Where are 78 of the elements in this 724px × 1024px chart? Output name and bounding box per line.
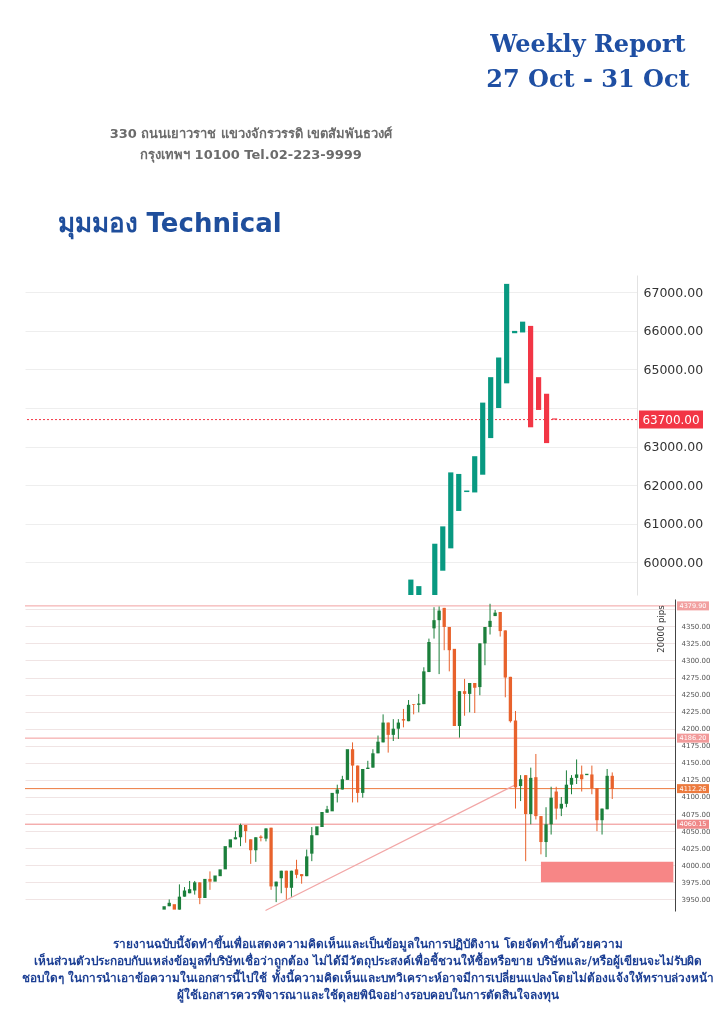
candlestick [483,626,487,666]
chart-title: มุมมอง Technical [57,208,282,240]
text: 330 ถนนเยาวราช แขวงจักรวรรดิ เขตสัมพันธวงศ์ [109,126,394,141]
candlestick [600,808,604,836]
candlestick [554,786,558,821]
candlestick [345,749,350,780]
text: รายงานฉบับนี้จัดทำขึ้นเพื่อแสดงความคิดเห็นและเป็นข้อมูลในการปฏิบัติงาน โดยจัดทำขึ้นด้วยความ [113,935,623,952]
candlestick [371,748,375,769]
candlestick [208,870,212,891]
candlestick [574,758,579,785]
candlestick [447,626,451,672]
y-tick-label: 67000.00 [643,284,704,300]
candlestick [249,838,253,865]
candlestick [254,836,258,863]
candlestick [504,283,510,384]
candlestick [417,693,421,713]
candlestick [580,765,584,793]
candlestick [203,878,207,899]
candlestick [480,402,486,475]
candlestick [442,607,446,651]
ref-line-label: 63700.00 [642,412,700,427]
candlestick [496,357,502,409]
candlestick [361,768,365,799]
candlestick [350,741,355,803]
candlestick [223,846,227,870]
candlestick [440,526,446,571]
candlestick [518,774,523,802]
candlestick [408,579,414,595]
candlestick [610,771,614,800]
candlestick [412,703,416,715]
candlestick [448,472,454,549]
candlestick [536,377,542,410]
y-tick-label: 63000.00 [643,439,704,455]
candlestick [172,904,176,910]
candlestick [468,682,472,713]
text: ชอบใดๆ ในการนำเอาข้อความในเอกสารนี้ไปใช้ ทั้งนี้ความคิดเห็นและบทวิเคราะห์อาจมีการเปลี่ยนแปลงโดยไม่ต้องแจ้งให้ทราบล่วงหน้า [22,969,714,985]
text: เห็นส่วนตัวประกอบกับแหล่งข้อมูลที่บริษัทเชื่อว่าถูกต้อง ไม่ได้มีวัตถุประสงค์เพื่อชี้ชวนให้ซื้อหรือขาย บริษัทและ/หรือผู้เขียนจะไม่รับผิด [34,952,702,969]
candlestick [162,906,166,910]
y-tick-label: 62000.00 [643,477,704,493]
candlestick [488,377,494,439]
candlestick [437,606,441,675]
candlestick [289,870,294,898]
candlestick [498,611,502,638]
candlestick [391,718,395,742]
candlestick [590,765,594,795]
candlestick [381,713,385,743]
candlestick [177,883,182,911]
candlestick [228,839,232,848]
candlestick [488,603,492,635]
candlestick [432,543,438,595]
candlestick [559,796,563,817]
candlestick [401,708,406,728]
candlestick [310,826,314,862]
annotation: 20000 pips [656,604,666,653]
candlestick [569,774,574,795]
y-tick-label: 66000.00 [643,323,704,339]
candlestick [198,881,202,905]
candlestick [473,682,477,714]
candlestick [432,606,436,640]
candlestick [294,859,299,879]
candlestick [284,870,288,900]
text: 27 Oct - 31 Oct [486,64,690,93]
candlestick [564,769,569,808]
candlestick [493,609,497,617]
y-tick-label: 60000.00 [643,554,704,570]
text: ผู้ใช้เอกสารควรพิจารณาและใช้ดุลยพินิจอย่างรอบคอบในการตัดสินใจลงทุน [177,987,560,1003]
candlestick [462,678,467,717]
candlestick [305,849,309,877]
text: กรุงเทพฯ 10100 Tel.02-223-9999 [140,147,362,163]
candlestick [452,648,457,726]
candlestick [396,718,401,740]
candlestick [456,473,462,511]
text: Weekly Report [489,29,686,58]
candlestick [544,806,548,858]
y-tick-label: 65000.00 [643,361,704,377]
candlestick [416,586,422,595]
candlestick [472,456,478,493]
y-tick-label: 61000.00 [643,516,704,532]
